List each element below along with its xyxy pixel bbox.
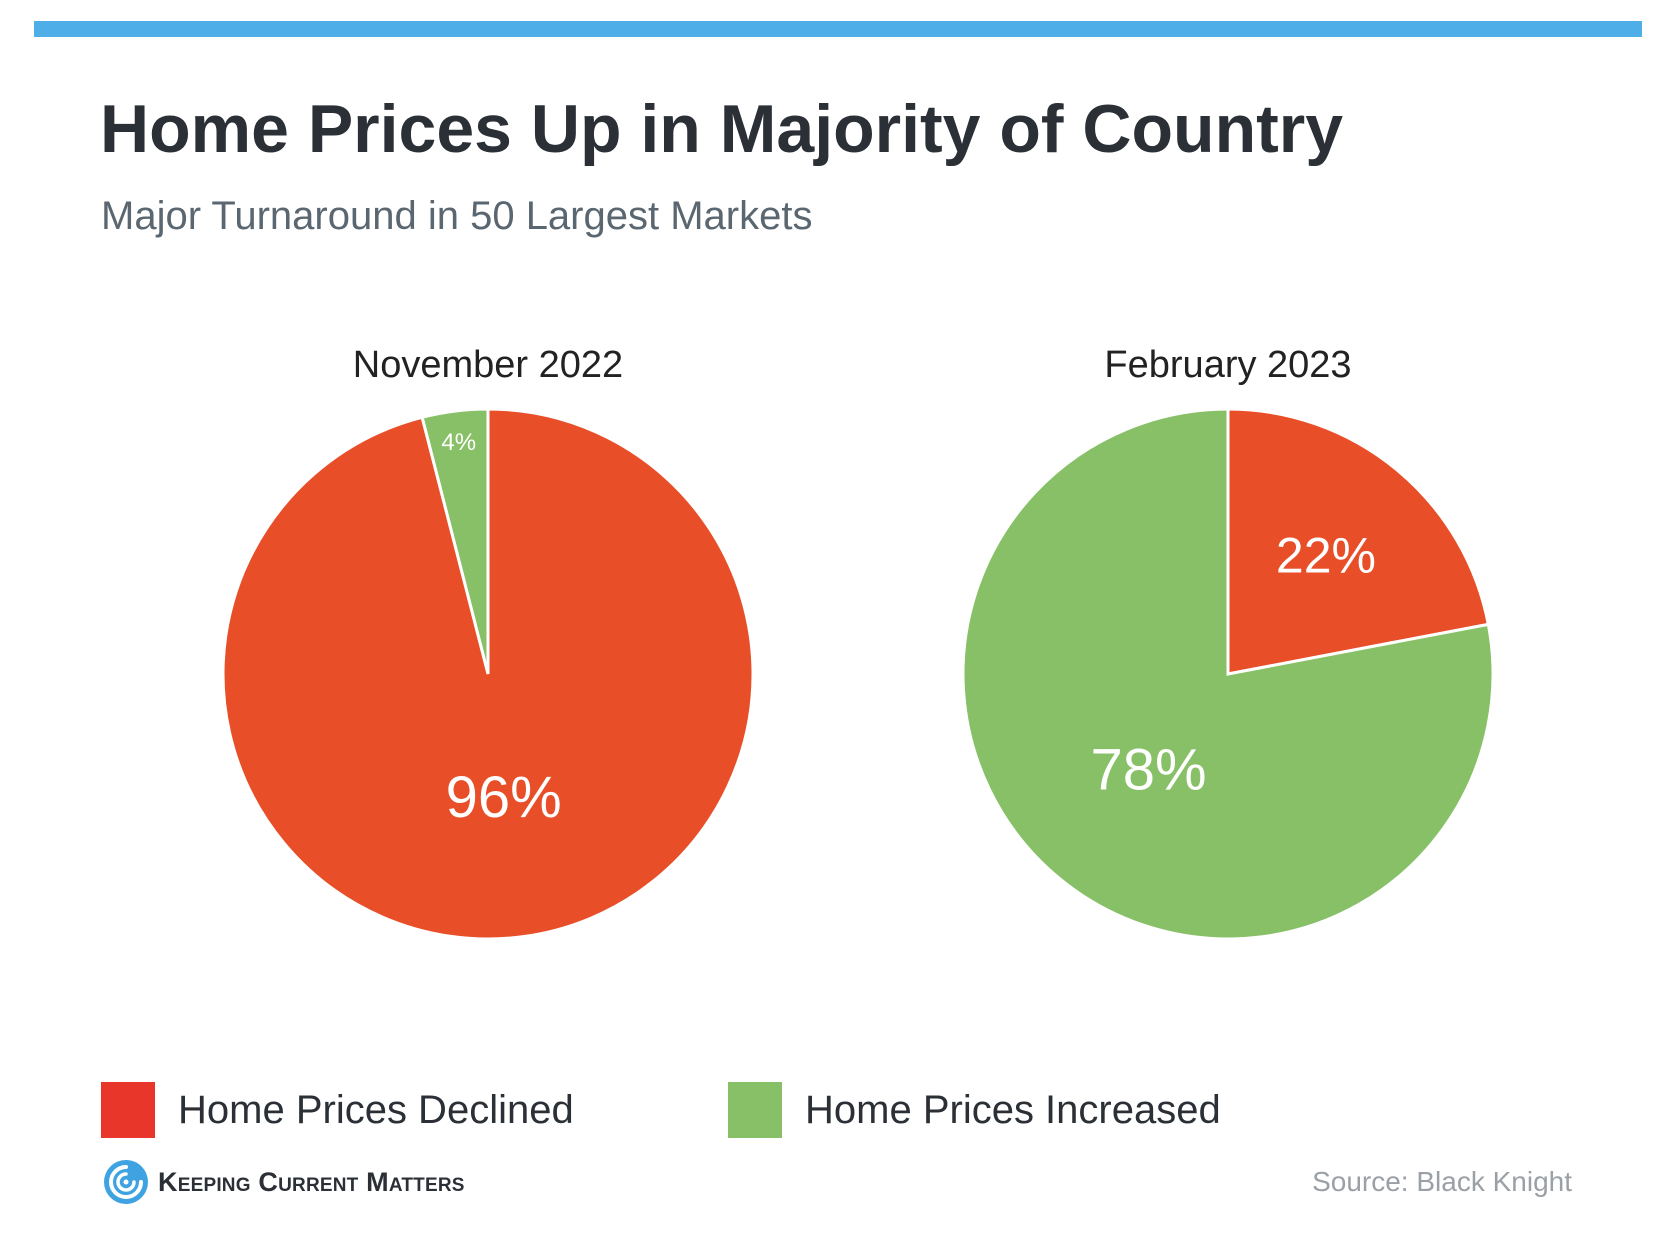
top-accent-bar: [34, 21, 1642, 37]
source-note: Source: Black Knight: [1312, 1166, 1572, 1197]
pie-slice-home-prices-declined: [221, 407, 755, 941]
legend-item-increased: Home Prices Increased: [728, 1082, 1221, 1138]
legend-label-declined: Home Prices Declined: [178, 1088, 574, 1132]
company-logo: Keeping Current Matters: [102, 1158, 465, 1206]
pie-slice-home-prices-increased: [961, 407, 1495, 941]
pie-svg: 4% 96%: [221, 407, 755, 941]
chart-title: February 2023: [1104, 344, 1352, 386]
legend-label-increased: Home Prices Increased: [805, 1088, 1221, 1132]
pie-svg: 22% 78%: [961, 407, 1495, 941]
chart-title: November 2022: [352, 344, 624, 386]
data-label-home-prices-declined: 96%: [446, 765, 562, 830]
data-label-home-prices-increased: 78%: [1091, 737, 1207, 802]
legend-swatch-declined: [101, 1082, 155, 1138]
pie-slice-home-prices-declined: [1226, 407, 1491, 676]
data-label-home-prices-increased: 4%: [441, 429, 476, 456]
logo-text: Keeping Current Matters: [158, 1166, 465, 1197]
pie-chart-november-2022: November 2022 4% 96%: [178, 346, 798, 1006]
pie-chart-february-2023: February 2023 22% 78%: [918, 346, 1538, 1006]
legend-item-declined: Home Prices Declined: [101, 1082, 574, 1138]
page-title: Home Prices Up in Majority of Country: [100, 91, 1344, 167]
spiral-logo-icon: [104, 1160, 148, 1204]
page-subtitle: Major Turnaround in 50 Largest Markets: [101, 194, 813, 238]
legend-swatch-increased: [728, 1082, 782, 1138]
data-label-home-prices-declined: 22%: [1276, 528, 1376, 584]
